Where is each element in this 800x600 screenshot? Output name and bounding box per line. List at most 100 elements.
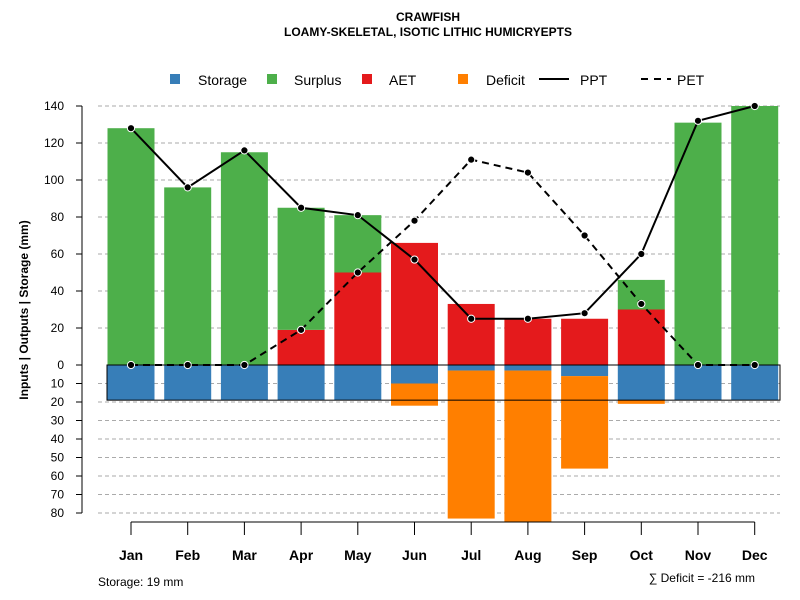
ppt-point: [297, 203, 306, 212]
y-axis-label: Inputs | Outputs | Storage (mm): [17, 220, 31, 399]
aet-bar: [504, 318, 552, 365]
x-tick-label: Dec: [742, 547, 768, 563]
chart-subtitle: LOAMY-SKELETAL, ISOTIC LITHIC HUMICRYEPT…: [284, 25, 572, 39]
x-tick-label: May: [344, 547, 371, 563]
y-tick-label: 20: [51, 395, 65, 409]
surplus-bar: [731, 106, 779, 365]
y-tick-label: 60: [51, 247, 65, 261]
ppt-point: [126, 124, 136, 133]
y-tick-label: 50: [51, 451, 65, 465]
y-tick-label: 140: [44, 99, 64, 113]
aet-bar: [277, 329, 325, 365]
surplus-bar: [220, 152, 268, 365]
pet-point: [637, 299, 646, 309]
bars: [106, 106, 781, 523]
pet-point: [297, 325, 306, 334]
y-tick-label: 30: [51, 414, 65, 428]
y-tick-label: 120: [44, 136, 64, 150]
pet-point: [183, 360, 192, 370]
ppt-point: [523, 314, 533, 323]
chart-title: CRAWFISH: [396, 10, 460, 24]
pet-point: [693, 360, 703, 370]
ppt-point: [410, 255, 419, 264]
legend: Storage Surplus AET Deficit PPT PET: [170, 72, 705, 88]
storage-bar: [220, 365, 268, 401]
legend-label-deficit: Deficit: [486, 72, 525, 88]
surplus-bar: [277, 207, 325, 330]
gridlines: [98, 105, 780, 514]
aet-bar: [447, 303, 495, 365]
x-tick-label: Jun: [402, 547, 427, 563]
x-tick-label: Jan: [119, 547, 143, 563]
ppt-point: [750, 101, 759, 111]
storage-bar: [561, 365, 609, 377]
y-tick-label: 40: [51, 432, 65, 446]
pet-point: [240, 360, 249, 370]
x-tick-label: Oct: [630, 547, 654, 563]
pet-point: [467, 155, 476, 164]
storage-bar: [334, 365, 382, 401]
legend-swatch-surplus: [267, 74, 277, 84]
deficit-bar: [617, 400, 665, 404]
x-tick-label: Nov: [685, 547, 712, 563]
storage-bar: [447, 365, 495, 371]
deficit-bar: [447, 370, 495, 519]
x-tick-label: Mar: [232, 547, 257, 563]
storage-note: Storage: 19 mm: [98, 575, 183, 589]
storage-bar: [731, 365, 779, 401]
axes: 0 20 40 60 80 100 120 140 10 20 30 40 50 60 70 80 Jan Feb…: [44, 99, 768, 563]
legend-label-ppt: PPT: [580, 72, 608, 88]
legend-swatch-deficit: [458, 74, 468, 84]
x-tick-label: Feb: [175, 547, 200, 563]
deficit-bar: [504, 370, 552, 523]
x-tick-label: Aug: [514, 547, 541, 563]
y-tick-label: 70: [51, 488, 65, 502]
surplus-bar: [674, 122, 722, 366]
ppt-point: [693, 116, 703, 125]
legend-swatch-aet: [362, 74, 372, 84]
y-tick-label: 60: [51, 469, 65, 483]
aet-bar: [561, 318, 609, 365]
pet-point: [126, 360, 136, 370]
ppt-line: [130, 105, 755, 320]
aet-bar: [617, 309, 665, 365]
pet-point: [750, 360, 759, 370]
x-tick-label: Jul: [461, 547, 481, 563]
ppt-point: [580, 309, 589, 318]
pet-line: [131, 158, 755, 366]
deficit-bar: [561, 376, 609, 469]
pet-point: [580, 231, 589, 240]
y-tick-label: 0: [57, 358, 64, 372]
surplus-bar: [164, 187, 212, 365]
surplus-bar: [334, 215, 382, 273]
storage-capacity-box: [106, 364, 781, 401]
ppt-point: [637, 249, 646, 259]
legend-label-storage: Storage: [198, 72, 247, 88]
x-tick-label: Apr: [289, 547, 314, 563]
y-tick-label: 40: [51, 284, 65, 298]
aet-bar: [334, 272, 382, 365]
y-tick-label: 100: [44, 173, 64, 187]
deficit-note: ∑ Deficit = -216 mm: [649, 571, 755, 585]
legend-label-pet: PET: [677, 72, 705, 88]
deficit-bar: [391, 383, 438, 406]
y-tick-label: 10: [51, 377, 65, 391]
legend-label-surplus: Surplus: [294, 72, 341, 88]
storage-bar: [674, 365, 722, 401]
y-tick-label: 20: [51, 321, 65, 335]
storage-bar: [277, 365, 325, 401]
y-tick-label: 80: [51, 210, 65, 224]
ppt-point: [467, 314, 476, 323]
ppt-point: [353, 211, 362, 220]
storage-bar: [504, 365, 552, 371]
pet-point: [410, 216, 419, 225]
legend-label-aet: AET: [389, 72, 417, 88]
ppt-point: [183, 183, 192, 192]
storage-bar: [391, 365, 438, 384]
pet-point: [523, 168, 533, 177]
ppt-point: [240, 146, 249, 155]
storage-bar: [164, 365, 212, 401]
storage-bar: [617, 365, 665, 401]
surplus-bar: [107, 128, 155, 365]
y-tick-label: 80: [51, 506, 65, 520]
